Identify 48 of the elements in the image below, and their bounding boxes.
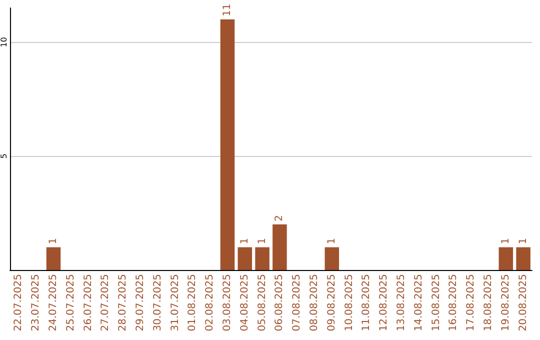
x-tick-label: 31.07.2025: [170, 274, 181, 332]
bar: [255, 247, 270, 270]
bar: [272, 224, 287, 270]
x-tick-label: 11.08.2025: [361, 274, 372, 332]
x-tick-label: 18.08.2025: [483, 274, 494, 332]
bar: [46, 247, 61, 270]
data-label: 2: [274, 215, 286, 222]
data-label: 11: [222, 4, 233, 16]
x-tick-label: 23.07.2025: [30, 274, 42, 332]
x-tick-label: 16.08.2025: [448, 274, 460, 332]
x-tick-label: 28.07.2025: [118, 274, 129, 332]
bar: [516, 247, 530, 270]
data-label: 1: [326, 238, 338, 244]
x-tick-label: 01.08.2025: [187, 274, 198, 332]
bar: [238, 247, 252, 270]
x-tick-label: 05.08.2025: [256, 274, 268, 332]
y-tick-label: 5: [0, 154, 8, 159]
y-tick-label: 10: [0, 37, 8, 48]
x-tick-label: 25.07.2025: [65, 274, 76, 332]
bar: [498, 247, 514, 270]
x-tick-label: 13.08.2025: [396, 274, 407, 332]
x-tick-label: 22.07.2025: [13, 274, 24, 332]
x-tick-label: 19.08.2025: [500, 274, 512, 332]
x-tick-label: 10.08.2025: [344, 274, 355, 332]
data-label: 1: [500, 238, 512, 244]
data-label: 1: [239, 238, 250, 244]
x-tick-label: 14.08.2025: [413, 274, 424, 332]
x-tick-label: 27.07.2025: [100, 274, 112, 332]
x-tick-label: 30.07.2025: [152, 274, 164, 332]
x-tick-label: 26.07.2025: [82, 274, 94, 332]
x-tick-label: 24.07.2025: [48, 274, 59, 332]
x-tick-label: 17.08.2025: [466, 274, 477, 332]
x-tick-label: 29.07.2025: [135, 274, 146, 332]
x-tick-label: 09.08.2025: [326, 274, 338, 332]
x-tick-label: 02.08.2025: [204, 274, 216, 332]
data-label: 1: [518, 238, 529, 244]
data-label: 1: [48, 238, 59, 244]
x-tick-label: 12.08.2025: [378, 274, 390, 332]
x-tick-label: 15.08.2025: [430, 274, 442, 332]
x-tick-label: 20.08.2025: [518, 274, 529, 332]
x-tick-label: 04.08.2025: [239, 274, 250, 332]
bar: [324, 247, 340, 270]
x-tick-label: 03.08.2025: [222, 274, 233, 332]
x-tick-label: 08.08.2025: [309, 274, 320, 332]
x-tick-label: 07.08.2025: [292, 274, 303, 332]
bar: [220, 19, 235, 270]
x-tick-label: 06.08.2025: [274, 274, 286, 332]
data-label: 1: [256, 238, 268, 244]
